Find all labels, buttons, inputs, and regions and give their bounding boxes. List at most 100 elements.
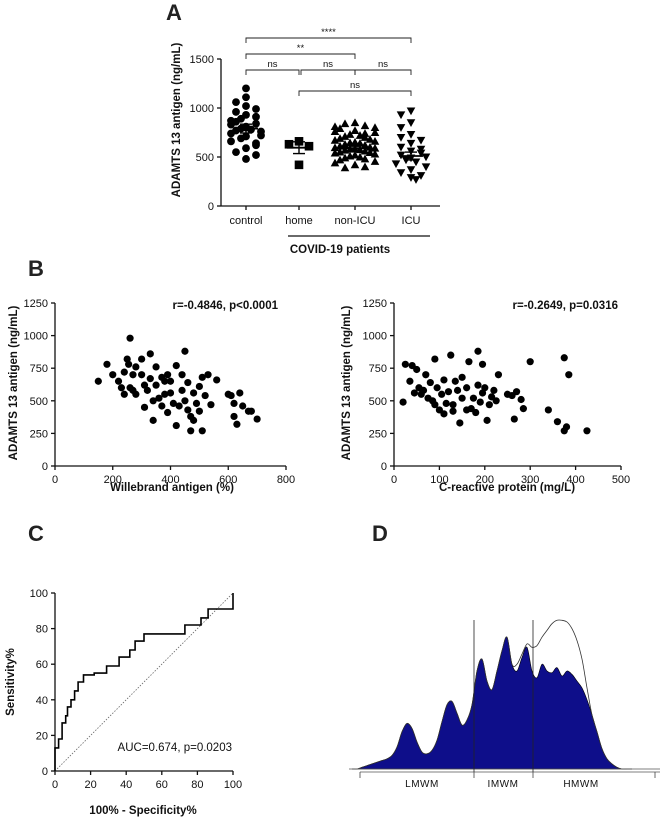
data-point	[181, 347, 189, 355]
data-point	[350, 160, 360, 169]
panel-b-left-y-tick-label: 500	[30, 396, 48, 408]
panel-b-right-x-tick-label: 0	[391, 474, 397, 486]
data-point	[474, 381, 482, 389]
data-point	[419, 386, 428, 394]
panel-b-left-x-axis-label: Willebrand antigen (%)	[110, 482, 234, 494]
data-point	[340, 153, 350, 162]
data-point	[350, 150, 360, 159]
data-point	[195, 407, 203, 415]
significance-label: ****	[321, 27, 336, 38]
panel-b-right-scatter: ADAMTS 13 antigen (ng/mL) C-reactive pro…	[341, 298, 630, 494]
data-point	[442, 399, 450, 408]
data-point	[345, 138, 355, 147]
data-point	[198, 427, 206, 435]
data-point	[158, 402, 166, 410]
data-point	[340, 132, 350, 140]
data-point	[152, 363, 160, 371]
significance-label: ns	[323, 59, 333, 70]
region-label-imwm: IMWM	[488, 779, 519, 790]
data-point	[109, 371, 117, 379]
data-point	[233, 420, 241, 428]
panel-c-y-tick-label: 100	[30, 588, 48, 600]
panel-b-left-y-tick-label: 250	[30, 428, 48, 440]
data-point	[360, 154, 370, 163]
data-point	[340, 163, 350, 172]
data-point	[252, 105, 260, 113]
data-point	[166, 377, 175, 385]
significance-bracket	[245, 37, 412, 43]
panel-c-x-tick-label: 100	[224, 779, 242, 791]
panel-c-auc-annotation: AUC=0.674, p=0.0203	[118, 742, 232, 754]
panel-b-left-y-tick-label: 0	[42, 461, 48, 473]
roc-curve	[54, 593, 234, 771]
panel-label-a: A	[166, 0, 182, 25]
data-point	[227, 391, 235, 400]
panel-c-y-axis-label: Sensitivity%	[5, 648, 17, 716]
panel-label-d: D	[372, 521, 388, 546]
region-label-lmwm: LMWM	[405, 779, 439, 790]
data-point	[294, 160, 304, 170]
data-point	[149, 416, 157, 424]
data-point	[257, 131, 265, 140]
panel-b-right-y-tick-label: 500	[369, 396, 387, 408]
panel-c-x-tick-label: 0	[52, 779, 58, 791]
data-point	[252, 141, 260, 150]
data-point	[370, 143, 380, 152]
data-point	[350, 118, 360, 127]
data-point	[370, 123, 380, 132]
data-point	[355, 138, 365, 147]
data-point	[406, 119, 416, 127]
data-point	[149, 397, 157, 405]
data-point	[421, 163, 431, 172]
data-point	[239, 402, 247, 410]
data-point	[474, 347, 482, 355]
data-point	[114, 377, 123, 385]
data-point	[426, 378, 434, 387]
panel-a-y-tick-label: 1000	[190, 103, 214, 115]
data-point	[406, 166, 416, 175]
data-point	[198, 373, 206, 381]
panel-b-right-y-tick-label: 0	[381, 461, 387, 473]
panel-b-right-x-axis-label: C-reactive protein (mg/L)	[439, 482, 575, 494]
panel-b-left-correlation: r=-0.4846, p<0.0001	[173, 300, 279, 312]
panel-b-left-x-tick-label: 800	[277, 474, 295, 486]
data-point	[247, 125, 255, 134]
significance-bracket	[298, 90, 412, 96]
data-point	[172, 421, 180, 430]
data-point	[340, 145, 350, 154]
data-point	[213, 376, 221, 384]
data-point	[360, 146, 370, 155]
data-point	[192, 399, 201, 408]
data-point	[447, 351, 455, 359]
panel-b-right-x-tick-label: 400	[566, 474, 584, 486]
data-point	[458, 373, 466, 381]
data-point	[172, 361, 180, 370]
data-point	[190, 416, 198, 424]
data-point	[440, 410, 448, 418]
data-point	[155, 394, 163, 402]
panel-b-right-y-tick-label: 250	[369, 428, 387, 440]
panel-a-group-label: COVID-19 patients	[290, 244, 390, 256]
panel-b-left-x-tick-label: 600	[219, 474, 237, 486]
panel-b-left-y-tick-label: 1250	[24, 298, 48, 310]
data-point	[242, 102, 250, 110]
panel-c-y-tick-label: 40	[36, 695, 48, 707]
data-point	[227, 129, 235, 138]
data-point	[416, 149, 426, 158]
data-point	[94, 377, 102, 385]
data-point	[175, 402, 183, 410]
data-point	[242, 84, 250, 93]
data-point	[476, 398, 484, 406]
data-point	[465, 358, 473, 366]
data-point	[449, 401, 457, 409]
data-point	[252, 119, 260, 128]
data-point	[184, 406, 192, 414]
data-point	[355, 131, 365, 139]
data-point	[421, 153, 431, 162]
panel-b-left-x-tick-label: 200	[104, 474, 122, 486]
data-point	[161, 390, 169, 398]
significance-label: ns	[350, 80, 360, 91]
data-point	[237, 134, 245, 143]
data-point	[391, 160, 401, 169]
data-point	[449, 407, 457, 415]
